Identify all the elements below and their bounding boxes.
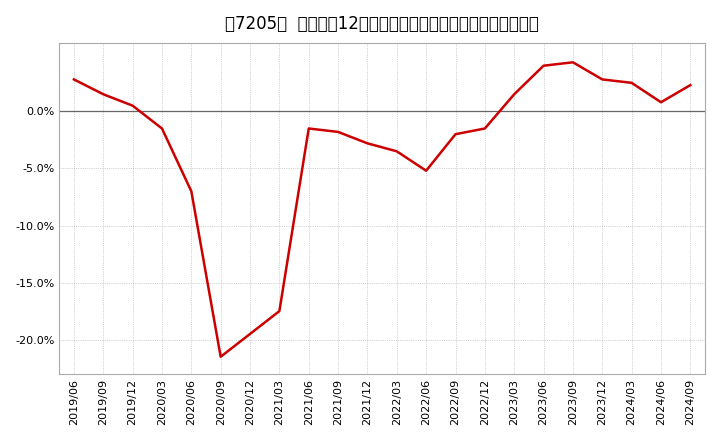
Title: ［7205］  売上高の12か月移動合計の対前年同期増減率の推移: ［7205］ 売上高の12か月移動合計の対前年同期増減率の推移: [225, 15, 539, 33]
